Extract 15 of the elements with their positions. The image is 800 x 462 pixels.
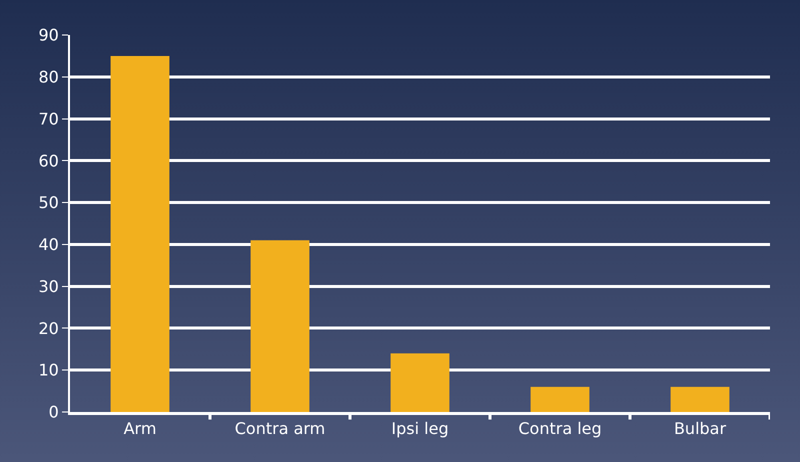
x-tick-label: Arm xyxy=(124,419,156,438)
y-tick-label: 20 xyxy=(38,318,59,338)
y-tick-label: 70 xyxy=(38,109,59,128)
y-tick-label: 50 xyxy=(38,193,59,212)
x-tick-label: Contra arm xyxy=(234,419,326,438)
y-tick-label: 90 xyxy=(38,26,59,45)
y-tick-label: 0 xyxy=(48,402,59,422)
x-tick-label: Ipsi leg xyxy=(391,419,449,438)
x-tick-label: Contra leg xyxy=(518,419,602,438)
y-tick-label: 60 xyxy=(38,151,59,170)
y-tick-label: 10 xyxy=(38,360,59,380)
y-tick-label: 30 xyxy=(38,276,59,296)
x-tick-label: Bulbar xyxy=(674,419,726,438)
y-tick-label: 40 xyxy=(38,235,59,254)
y-tick-label: 80 xyxy=(38,67,59,86)
